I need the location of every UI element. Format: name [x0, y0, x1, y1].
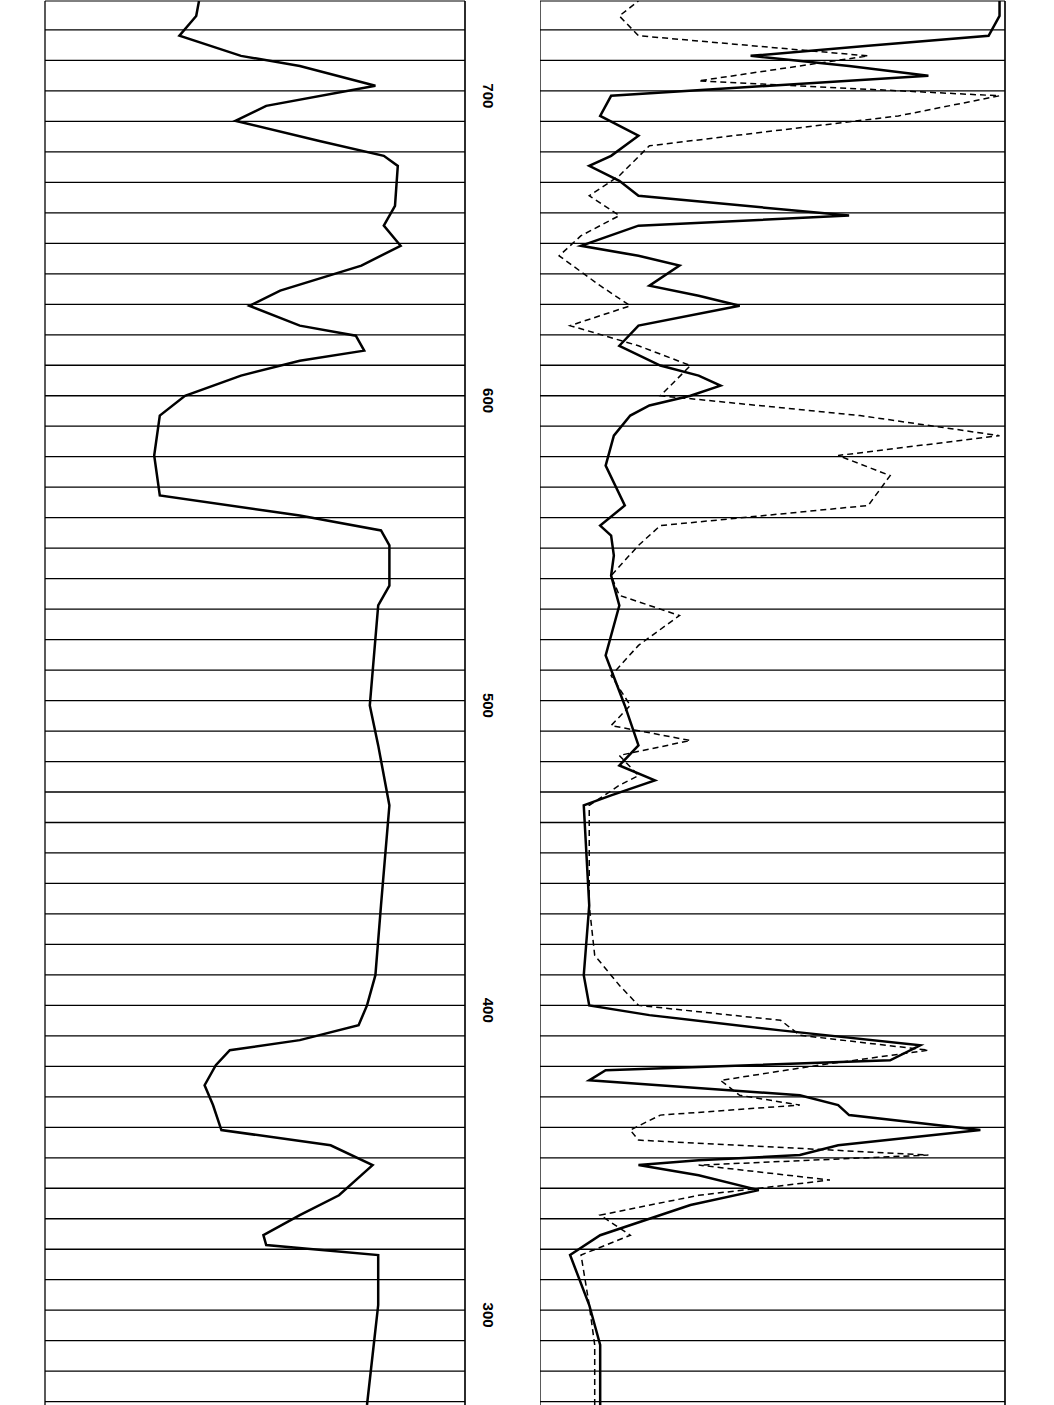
svg-text:600: 600: [480, 388, 497, 413]
svg-text:300: 300: [480, 1303, 497, 1328]
svg-text:400: 400: [480, 998, 497, 1023]
svg-text:700: 700: [480, 83, 497, 108]
svg-text:500: 500: [480, 693, 497, 718]
